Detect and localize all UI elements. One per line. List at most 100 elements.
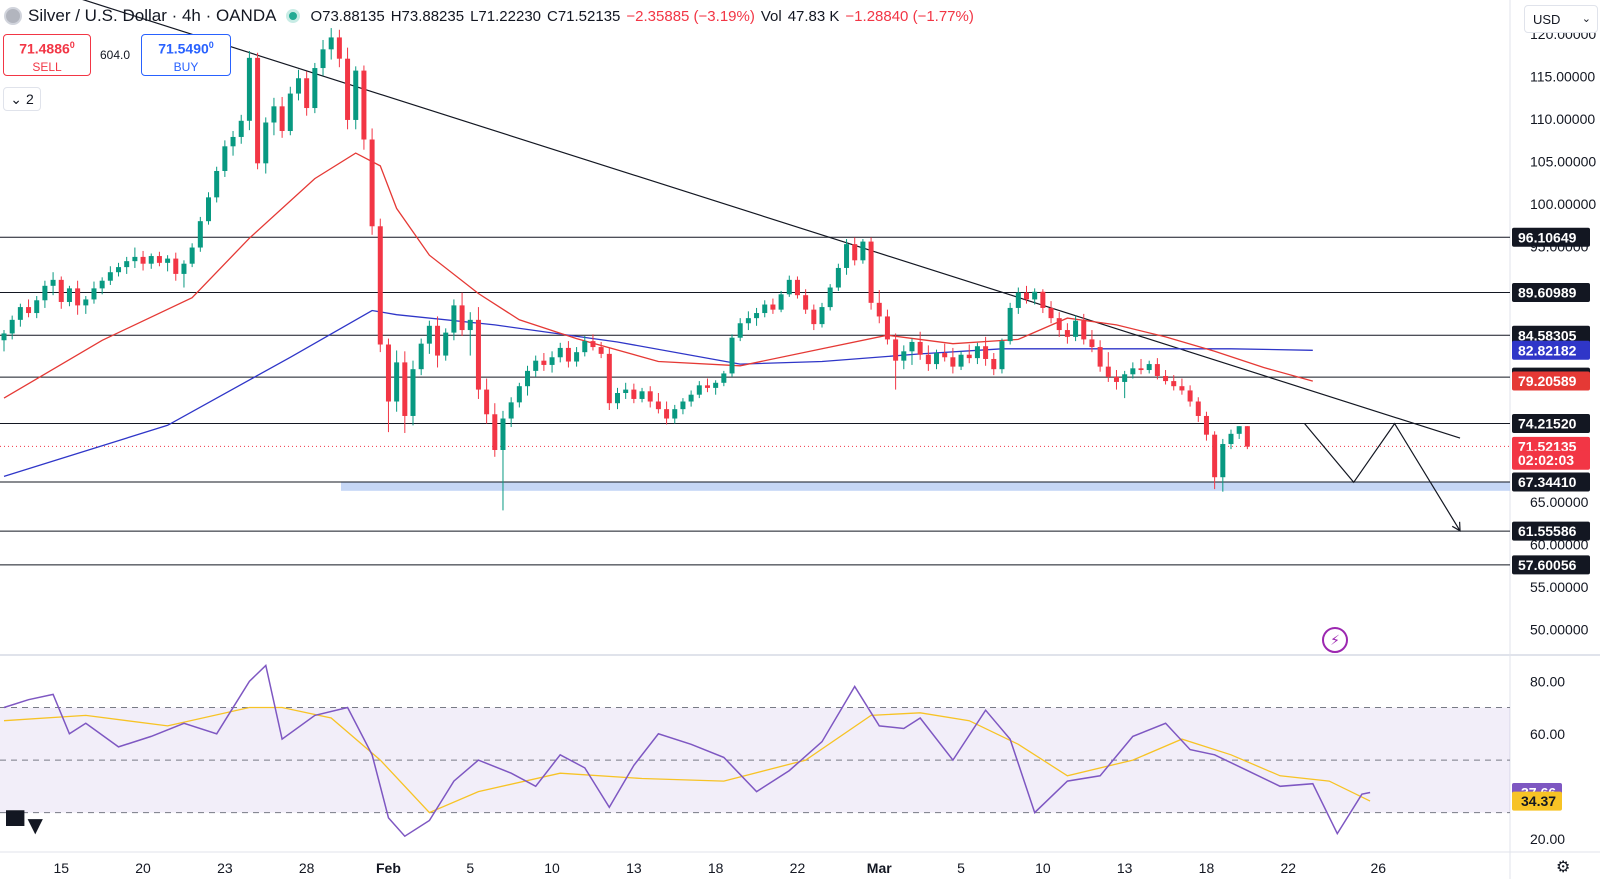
price-badge-label: 79.20589 (1518, 373, 1577, 389)
low-value: L71.22230 (470, 7, 541, 25)
time-tick-label: Mar (867, 860, 892, 876)
candle-body (484, 389, 490, 415)
candle-body (369, 139, 375, 227)
candle-body (917, 341, 923, 355)
candle-body (107, 272, 113, 281)
ohlc-values: O73.88135 H73.88235 L71.22230 C71.52135 … (310, 8, 973, 25)
buy-button[interactable]: 71.54900 BUY (141, 34, 231, 76)
chevron-down-icon: ⌄ (10, 90, 22, 107)
spread-value: 604.0 (100, 48, 131, 62)
time-tick-label: 13 (626, 860, 642, 876)
rsi-line (3, 664, 1371, 838)
gear-icon[interactable]: ⚙ (1556, 859, 1571, 876)
price-tick-label: 105.00000 (1530, 154, 1596, 170)
candle-body (426, 325, 432, 344)
rsi-ma-line (3, 706, 1371, 814)
candle-body (1146, 364, 1152, 371)
candle-body (582, 341, 588, 353)
candle-body (124, 261, 130, 268)
rsi-tick-label: 20.00 (1530, 831, 1565, 847)
candle-body (565, 347, 571, 362)
price-tick-label: 100.00000 (1530, 196, 1596, 212)
candle-body (770, 304, 776, 310)
candle-body (803, 295, 809, 310)
currency-select[interactable]: USD ⌄ (1524, 5, 1598, 33)
candle-body (263, 122, 269, 164)
candle-body (1228, 433, 1234, 445)
candle-body (132, 256, 138, 262)
lightning-icon[interactable]: ⚡ (1322, 627, 1348, 653)
candle-body (762, 304, 768, 314)
candle-body (222, 146, 228, 171)
candle-body (737, 323, 743, 338)
candle-body (1, 333, 7, 341)
candle-body (1212, 434, 1218, 478)
ema-slow-line (3, 309, 1313, 478)
candle-body (606, 353, 612, 404)
candle-body (1195, 401, 1201, 416)
candle-body (664, 409, 670, 419)
candle-body (983, 346, 989, 359)
currency-value: USD (1533, 12, 1561, 27)
price-badge (1512, 413, 1590, 433)
candle-body (615, 393, 620, 404)
price-badge (1512, 283, 1590, 303)
close-value: C71.52135 (547, 7, 621, 25)
indicator-collapse-button[interactable]: ⌄ 2 (3, 87, 41, 111)
candle-body (901, 351, 907, 361)
candle-body (1056, 318, 1062, 331)
price-tick-label: 55.00000 (1530, 579, 1589, 595)
candle-body (58, 279, 64, 302)
candle-body (116, 267, 122, 273)
candle-body (745, 318, 751, 324)
silver-symbol-icon (4, 7, 22, 25)
candle-body (443, 332, 449, 356)
candle-body (639, 391, 645, 399)
candle-body (140, 256, 146, 264)
market-open-icon (286, 9, 301, 23)
candle-body (590, 341, 596, 348)
candle-body (345, 58, 351, 120)
candle-body (696, 385, 702, 395)
rsi-band (0, 707, 1510, 813)
price-badge (1512, 325, 1590, 345)
price-badge (1512, 371, 1590, 391)
tradingview-logo-icon[interactable]: ▀▼ (6, 810, 48, 840)
ema-fast-line (3, 152, 1313, 399)
symbol-title[interactable]: Silver / U.S. Dollar · 4h · OANDA (28, 6, 277, 25)
price-badge (1512, 450, 1590, 470)
volume-value: 47.83 K (787, 7, 840, 25)
candle-body (312, 68, 318, 109)
candle-body (827, 287, 833, 308)
candle-body (974, 346, 980, 359)
candle-body (83, 299, 89, 306)
indicator-count: 2 (25, 91, 34, 107)
sell-button[interactable]: 71.48860 SELL (3, 34, 91, 76)
candle-body (672, 409, 678, 419)
price-badge-label: 57.60056 (1518, 557, 1577, 573)
candle-body (148, 256, 154, 264)
open-value: O73.88135 (310, 7, 385, 25)
candle-body (75, 288, 81, 306)
candle-body (50, 279, 56, 286)
candle-body (271, 106, 277, 123)
candle-body (66, 288, 72, 302)
change-value: −2.35885 (−3.19%) (626, 7, 755, 25)
candle-body (884, 316, 890, 340)
candle-body (721, 373, 727, 383)
candle-body (475, 319, 481, 390)
candle-body (909, 341, 915, 352)
candle-body (361, 70, 367, 140)
candle-body (418, 343, 424, 370)
volume-change-value: −1.28840 (−1.77%) (845, 7, 974, 25)
candle-body (844, 244, 850, 268)
candle-body (557, 347, 563, 358)
candle-body (549, 357, 555, 365)
rsi-tick-label: 60.00 (1530, 726, 1565, 742)
candle-body (1171, 381, 1177, 387)
candle-body (991, 358, 997, 370)
candle-body (1187, 390, 1193, 402)
time-tick-label: 22 (790, 860, 806, 876)
candle-body (942, 353, 948, 358)
